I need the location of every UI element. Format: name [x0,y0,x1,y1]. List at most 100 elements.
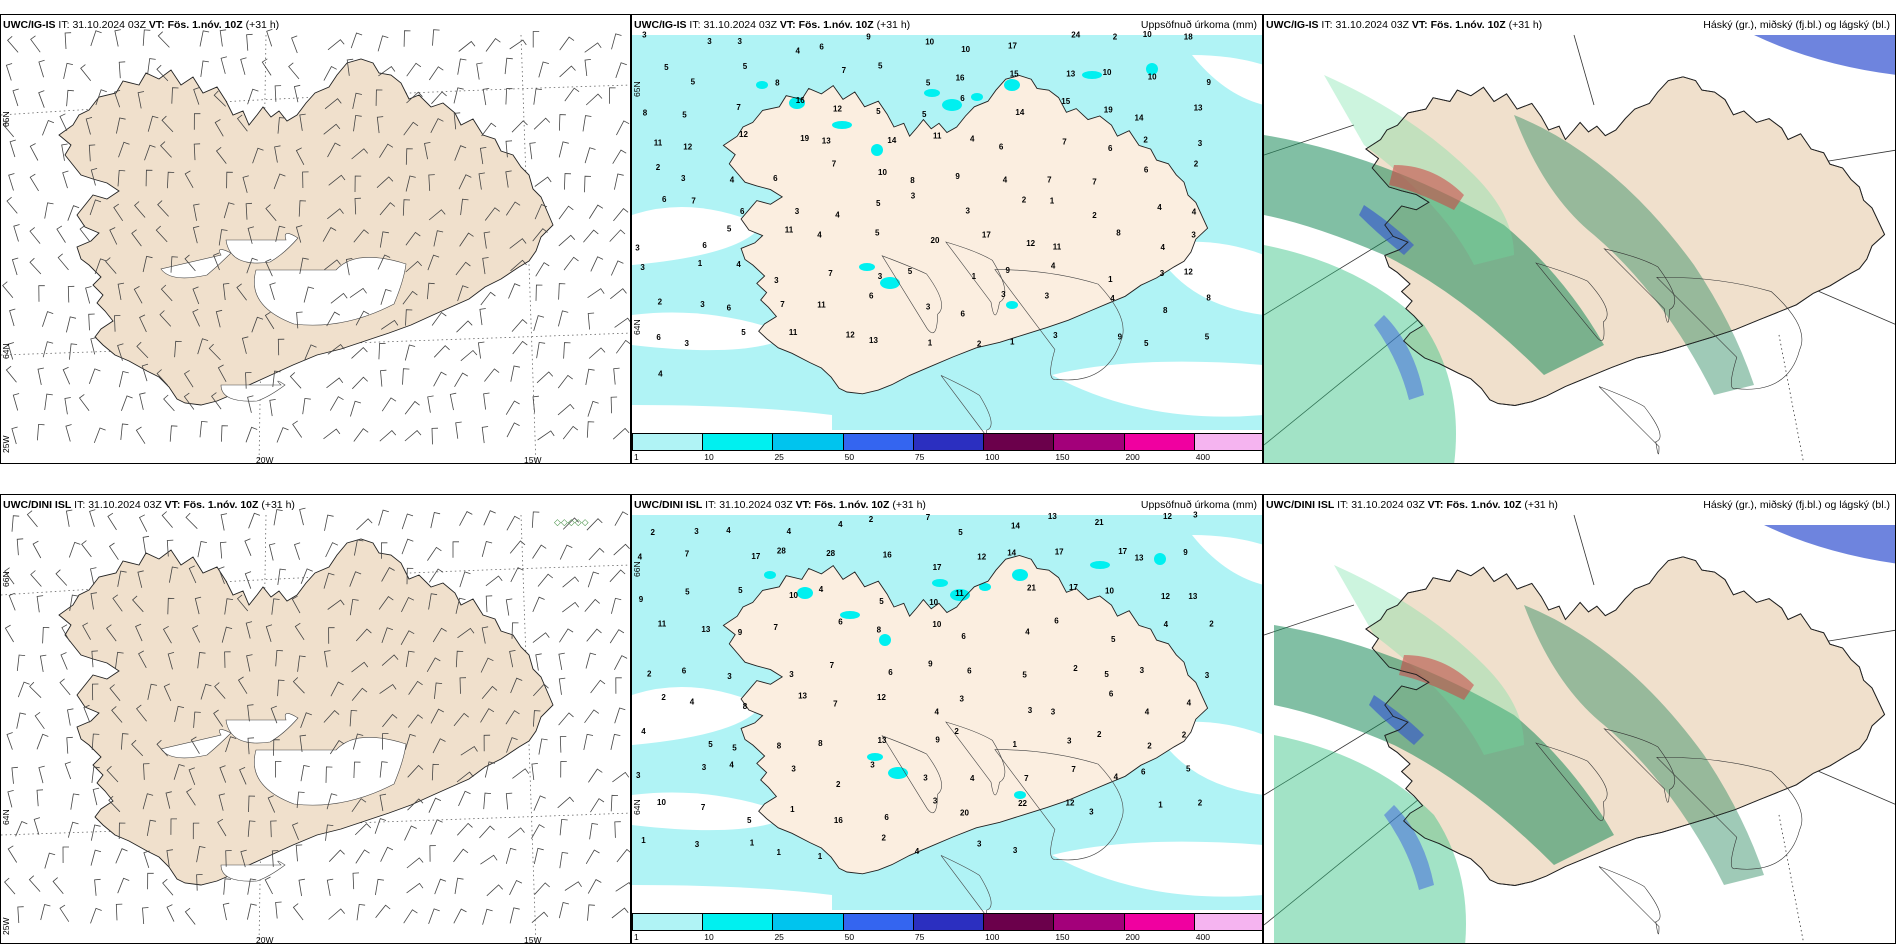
precip-value: 8 [1163,306,1168,315]
header-it-label: IT: [689,19,701,31]
precip-value: 10 [657,798,666,807]
wind-barb [38,765,45,784]
no-precip-area [632,687,762,745]
precip-value: 3 [1205,671,1210,680]
header-field-title: Uppsöfnuð úrkoma (mm) [1140,499,1257,511]
wind-barb [538,738,548,755]
wind-barb [277,679,285,697]
precip-value: 12 [833,105,842,114]
wind-barb [611,33,622,50]
precip-value: 5 [1144,339,1149,348]
colorbar-swatch [1053,433,1125,451]
precip-value: 3 [795,207,800,216]
wind-barb [109,227,118,245]
wind-barb [93,427,106,444]
wind-barb [183,370,194,388]
wind-barb [377,35,389,52]
wind-barb [291,35,298,54]
wind-barb [131,229,142,247]
wind-barb [352,733,364,750]
precip-value: 2 [1113,32,1118,41]
wind-barb [323,123,341,135]
wind-barb [16,538,24,556]
cloud-cover-area [1524,605,1764,885]
wind-barb [353,114,362,132]
wind-barb [200,60,209,77]
glacier-outline [881,255,942,334]
precip-value: 6 [838,617,843,626]
wind-barb [610,794,619,812]
wind-barb [275,901,282,919]
wind-barb [277,338,285,356]
header-field-title: Háský (gr.), miðský (fj.bl.) og lágský (… [1703,499,1890,511]
precip-value: 3 [1067,737,1072,746]
precip-value: 7 [830,661,835,670]
wind-barb [559,544,573,560]
wind-barb [324,98,342,110]
precip-value: 7 [701,803,706,812]
wind-barb [586,421,595,438]
precip-value: 3 [694,527,699,536]
wind-barb [403,909,418,924]
wind-barb [610,260,624,276]
glacier-outline [945,241,1006,316]
colorbar-tick: 1 [634,452,639,462]
lat-label-64n: 64N [632,799,642,815]
precip-value: 3 [966,206,971,215]
wind-barb [609,229,626,242]
precip-value: 1 [1010,338,1015,347]
wind-barb [5,365,17,383]
wind-barb [242,175,249,193]
wind-barb [83,704,91,723]
precip-value: 11 [658,620,667,629]
precip-value: 13 [1066,69,1075,78]
cloud-cover-area [1754,35,1895,75]
wind-barb [428,797,442,813]
wind-barb [432,738,446,754]
wind-barb [583,733,594,750]
precip-value: 2 [1022,196,1027,205]
wind-barb [324,514,334,531]
wind-barb [8,592,16,611]
wind-barb [587,400,599,417]
wind-barb [355,310,370,326]
precip-colorbar: 1 10 25 50 75 100 150 200 400 [632,913,1262,943]
panel-header: UWC/DINI ISL IT: 31.10.2024 03Z VT: Fös.… [1,495,630,515]
wind-barb [304,344,317,360]
wind-barb [65,424,72,442]
precip-value: 4 [1161,243,1166,252]
precip-value: 12 [846,331,855,340]
wind-barb [453,712,469,727]
wind-barb [509,39,527,50]
header-model: UWC/IG-IS [3,19,56,31]
precip-value: 6 [999,143,1004,152]
wind-barb [558,652,565,670]
precip-value: 6 [740,207,745,216]
wind-barb [64,761,72,780]
wind-barb [8,173,15,191]
precip-value: 2 [1147,742,1152,751]
wind-barb [614,317,630,328]
wind-barb [4,567,15,585]
wind-barb [403,30,411,47]
wind-barb [354,197,361,215]
wind-barb [7,35,19,53]
wind-barb [512,340,528,355]
wind-barb [590,256,604,272]
precip-value: 4 [935,707,940,716]
precip-value: 8 [1116,228,1121,237]
lat-label-64n: 64N [632,319,642,335]
wind-barb [171,87,179,104]
wind-barb [381,654,399,666]
wind-barb [376,116,384,134]
wind-barb [562,517,579,530]
wind-barb [583,229,599,243]
lon-label-15w: 15W [524,935,542,944]
wind-barb [510,365,520,382]
header-lead: (+31 h) [245,19,280,31]
cloud-cover-area [1389,165,1464,210]
wind-barb [562,425,579,440]
wind-barb [483,392,490,410]
wind-barb [17,906,24,924]
